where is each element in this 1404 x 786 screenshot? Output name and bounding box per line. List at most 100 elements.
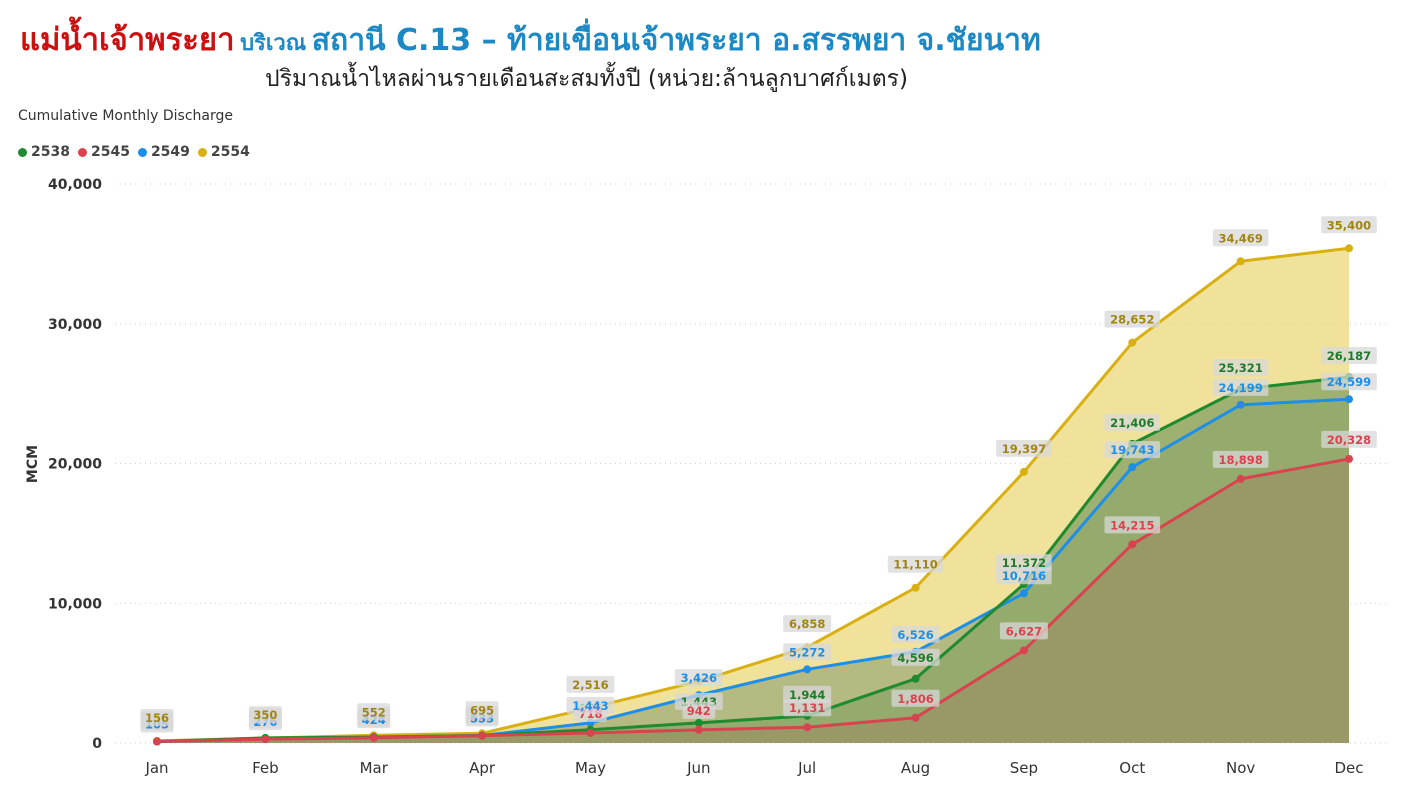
data-label-text: 26,187 [1327,349,1371,363]
data-label-text: 552 [362,705,386,719]
data-label: 18,898 [1212,450,1269,468]
data-label-box [891,625,940,643]
data-label-box [891,689,940,707]
data-label-box [1104,516,1161,534]
x-tick-label: Nov [1226,759,1255,777]
x-tick-label: Apr [469,759,496,777]
data-label-text: 1,806 [897,692,933,706]
data-label: 350 [248,706,282,724]
legend-label: 2549 [150,144,190,160]
point-2554 [911,583,920,592]
point-2545 [586,728,595,737]
legend-item-2545[interactable]: 2545 [77,144,130,160]
data-label: 552 [357,703,391,721]
point-2549 [1019,589,1028,598]
point-2549 [1236,400,1245,409]
y-tick-label: 10,000 [48,596,102,612]
data-label-text: 19,743 [1110,443,1154,457]
data-label: 10,716 [996,567,1052,585]
y-tick-label: 30,000 [48,317,102,333]
data-label-box [248,706,282,724]
legend-label: 2538 [31,144,70,160]
data-label: 11,372 [996,554,1052,572]
x-tick-label: Mar [360,759,389,777]
data-label: 2,516 [566,675,615,693]
data-label-text: 11,110 [893,558,937,572]
title-prefix: บริเวณ [240,31,307,56]
data-label: 695 [465,701,499,719]
data-label: 156 [140,708,174,726]
data-label-text: 14,215 [1110,518,1154,532]
point-2545 [369,733,378,742]
data-label-box [140,708,174,726]
point-2549 [1345,395,1353,404]
data-label: 26,187 [1321,347,1377,365]
data-label-text: 1,944 [789,688,825,702]
data-label-text: 3,426 [681,671,717,685]
data-label-box [682,701,716,719]
data-label-text: 6,858 [789,617,825,631]
legend-item-2538[interactable]: 2538 [18,144,70,160]
x-tick-label: Aug [901,759,930,777]
point-2545 [261,735,270,744]
point-2545 [911,713,920,722]
data-label: 21,406 [1104,413,1161,431]
data-label-text: 10,716 [1002,569,1046,583]
point-2545 [478,731,487,740]
data-label-box [357,703,391,721]
data-label-box [1212,359,1269,377]
data-label: 35,400 [1321,216,1377,234]
point-2554 [1019,467,1028,476]
data-label: 24,599 [1321,373,1377,391]
legend-item-2554[interactable]: 2554 [197,144,250,160]
legend-marker [77,147,87,157]
data-label: 24,199 [1212,378,1269,396]
data-label: 1,944 [783,685,832,703]
y-tick-label: 0 [92,736,102,752]
point-2538 [694,718,703,727]
x-tick-label: Jun [686,759,710,777]
legend-marker [137,147,147,157]
x-tick-label: Feb [252,759,279,777]
data-label-text: 6,627 [1006,624,1042,638]
point-2554 [1128,338,1137,347]
point-2549 [1128,463,1137,472]
data-label-box [887,555,944,573]
data-label-box [783,643,832,661]
data-label-box [996,439,1052,457]
data-label-text: 18,898 [1218,453,1262,467]
legend-item-2549[interactable]: 2549 [137,144,190,160]
point-2538 [911,674,920,683]
data-label-box [999,622,1048,640]
data-label: 1,806 [891,689,940,707]
data-label-box [996,567,1052,585]
data-label: 6,627 [999,622,1048,640]
area-2545 [157,458,1349,743]
data-label-text: 1,443 [572,699,608,713]
y-tick-label: 40,000 [48,177,102,193]
data-label-text: 156 [145,711,169,725]
data-label-text: 6,526 [897,628,933,642]
data-label: 1,131 [783,699,832,717]
legend: 2538 2545 2549 2554 [18,144,250,160]
legend-label: 2545 [90,144,130,160]
data-label: 20,328 [1321,430,1377,448]
point-2554 [1236,257,1245,266]
data-label-box [1212,450,1269,468]
data-label: 1,443 [566,696,615,714]
data-label-box [566,696,615,714]
point-2545 [153,737,161,746]
data-label-box [783,615,832,633]
point-2545 [694,725,703,734]
chart-subtitle: ปริมาณน้ำไหลผ่านรายเดือนสะสมทั้งปี (หน่ว… [265,66,908,92]
data-label-box [783,685,832,703]
x-tick-label: Oct [1119,759,1145,777]
data-label-text: 25,321 [1218,361,1262,375]
title-station: สถานี C.13 – ท้ายเขื่อนเจ้าพระยา อ.สรรพย… [311,23,1041,58]
point-2545 [1345,454,1353,463]
data-label-text: 1,131 [789,701,825,715]
title-main: แม่น้ำเจ้าพระยา [20,22,235,58]
data-label: 19,397 [996,439,1052,457]
data-label-text: 4,596 [897,651,933,665]
